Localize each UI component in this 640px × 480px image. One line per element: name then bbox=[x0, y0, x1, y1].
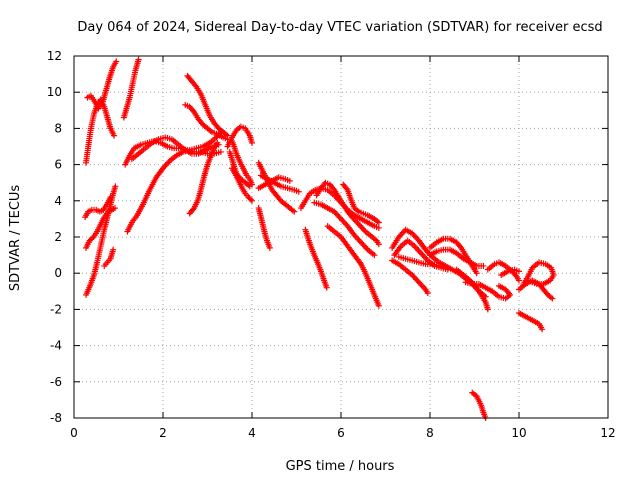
x-tick-label: 2 bbox=[159, 426, 167, 440]
data-point bbox=[266, 244, 273, 251]
y-axis-title: SDTVAR / TECUs bbox=[8, 185, 23, 292]
data-point bbox=[484, 306, 491, 313]
y-tick-label: -6 bbox=[50, 375, 62, 389]
data-point bbox=[375, 219, 382, 226]
series-t23 bbox=[313, 179, 382, 248]
series-t37 bbox=[498, 266, 522, 279]
series-t30 bbox=[389, 257, 431, 297]
data-point bbox=[112, 183, 119, 190]
series-t33 bbox=[427, 246, 487, 269]
data-point bbox=[286, 177, 293, 184]
y-tick-label: 4 bbox=[54, 194, 62, 208]
series-t04 bbox=[83, 205, 118, 251]
data-point bbox=[89, 235, 96, 242]
x-axis-title: GPS time / hours bbox=[286, 459, 395, 474]
data-point bbox=[457, 243, 464, 250]
series-t12 bbox=[182, 101, 231, 143]
series-t03 bbox=[83, 183, 119, 298]
x-tick-label: 0 bbox=[70, 426, 78, 440]
series-t35 bbox=[462, 279, 514, 302]
data-point bbox=[111, 132, 118, 139]
chart-title: Day 064 of 2024, Sidereal Day-to-day VTE… bbox=[77, 20, 602, 35]
x-tick-label: 8 bbox=[426, 426, 434, 440]
data-point bbox=[192, 82, 199, 89]
data-point bbox=[295, 188, 302, 195]
data-point bbox=[323, 284, 330, 291]
data-point bbox=[371, 252, 378, 259]
data-point bbox=[444, 266, 451, 273]
y-tick-label: 10 bbox=[47, 85, 62, 99]
data-point bbox=[375, 302, 382, 309]
series-t22 bbox=[297, 185, 382, 231]
x-tick-label: 6 bbox=[337, 426, 345, 440]
data-point bbox=[291, 208, 298, 215]
y-tick-label: -8 bbox=[50, 411, 62, 425]
y-tick-label: 12 bbox=[47, 49, 62, 63]
data-point bbox=[107, 194, 114, 201]
y-tick-label: -4 bbox=[50, 339, 62, 353]
series-t11 bbox=[184, 72, 231, 139]
y-tick-label: 0 bbox=[54, 266, 62, 280]
data-point bbox=[539, 326, 546, 333]
data-point bbox=[516, 277, 522, 284]
data-point bbox=[375, 241, 382, 248]
series-t13 bbox=[186, 139, 221, 217]
data-point bbox=[375, 224, 382, 231]
series-t32 bbox=[427, 235, 480, 277]
y-tick-label: 8 bbox=[54, 121, 62, 135]
data-point bbox=[110, 246, 117, 253]
series-t27 bbox=[340, 181, 382, 226]
y-tick-label: 6 bbox=[54, 158, 62, 172]
data-point bbox=[330, 185, 337, 192]
series-t39 bbox=[516, 277, 556, 302]
data-marks bbox=[82, 56, 557, 421]
series-t14 bbox=[224, 123, 255, 150]
x-tick-label: 12 bbox=[600, 426, 615, 440]
plot-frame bbox=[73, 55, 609, 419]
data-point bbox=[440, 262, 447, 269]
series-t20 bbox=[255, 174, 293, 192]
data-point bbox=[249, 139, 255, 146]
data-point bbox=[247, 196, 254, 203]
series-t31 bbox=[395, 253, 447, 269]
series-t41 bbox=[469, 389, 489, 421]
data-point bbox=[111, 205, 118, 212]
series-t02 bbox=[84, 58, 120, 112]
series-t07 bbox=[120, 56, 142, 121]
series-t05 bbox=[82, 194, 114, 221]
series-t21 bbox=[255, 205, 273, 251]
data-point bbox=[473, 270, 480, 277]
data-point bbox=[343, 185, 350, 192]
data-point bbox=[190, 206, 197, 213]
data-point bbox=[214, 139, 221, 146]
data-point bbox=[480, 262, 487, 269]
data-point bbox=[190, 107, 197, 114]
data-point bbox=[495, 282, 502, 289]
y-tick-label: 2 bbox=[54, 230, 62, 244]
data-point bbox=[512, 272, 519, 279]
series-t24 bbox=[302, 226, 330, 291]
data-point bbox=[249, 197, 255, 204]
series-t06 bbox=[101, 246, 117, 269]
series-t25 bbox=[311, 199, 378, 259]
y-tick-label: -2 bbox=[50, 302, 62, 316]
data-point bbox=[424, 290, 431, 297]
data-point bbox=[249, 181, 255, 188]
data-point bbox=[549, 295, 556, 302]
data-point bbox=[113, 58, 120, 65]
tick-layer: 0 2 4 6 8 10 12 -8 -6 -4 -2 0 2 4 6 8 10 12 bbox=[47, 49, 616, 440]
series-t40 bbox=[516, 310, 546, 333]
grid-layer bbox=[74, 56, 608, 418]
x-tick-label: 10 bbox=[511, 426, 526, 440]
data-point bbox=[135, 56, 142, 63]
data-point bbox=[217, 148, 224, 155]
x-tick-label: 4 bbox=[248, 426, 256, 440]
data-point bbox=[516, 268, 522, 275]
series-t26 bbox=[324, 223, 382, 309]
series-t17 bbox=[228, 165, 255, 204]
series-t16 bbox=[228, 138, 255, 188]
